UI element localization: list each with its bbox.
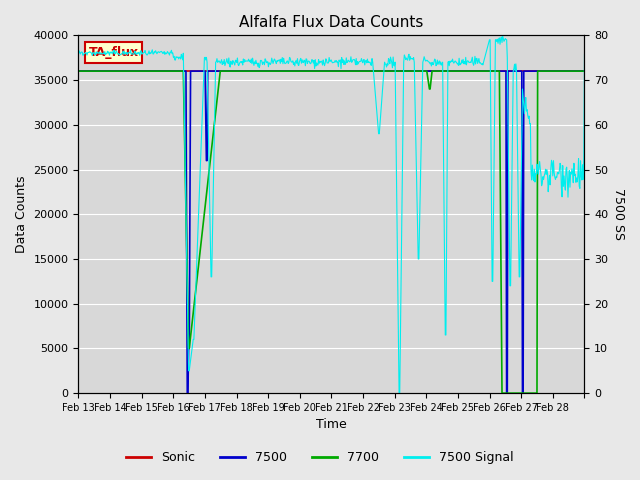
Legend: Sonic, 7500, 7700, 7500 Signal: Sonic, 7500, 7700, 7500 Signal <box>121 446 519 469</box>
Y-axis label: Data Counts: Data Counts <box>15 176 28 253</box>
Y-axis label: 7500 SS: 7500 SS <box>612 188 625 240</box>
Title: Alfalfa Flux Data Counts: Alfalfa Flux Data Counts <box>239 15 424 30</box>
Text: TA_flux: TA_flux <box>88 46 139 59</box>
X-axis label: Time: Time <box>316 419 347 432</box>
